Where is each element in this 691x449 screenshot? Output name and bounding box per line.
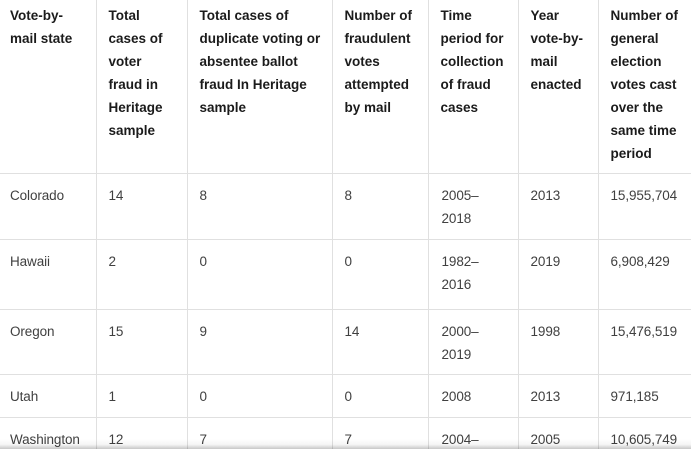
cell-votes-cast: 10,605,749 [597, 417, 691, 449]
cell-total-fraud-cases: 15 [95, 309, 188, 375]
col-header-fraud-votes-by-mail: Number of fraudulent votes attempted by … [331, 0, 429, 174]
cell-total-fraud-cases: 2 [95, 239, 188, 310]
col-header-duplicate-absentee-fraud: Total cases of duplicate voting or absen… [186, 0, 333, 174]
cell-duplicate-absentee-fraud: 7 [186, 417, 333, 449]
cell-year-enacted: 2013 [517, 374, 599, 418]
col-header-votes-cast: Number of general election votes cast ov… [597, 0, 691, 174]
cell-total-fraud-cases: 1 [95, 374, 188, 418]
cell-fraud-votes-by-mail: 14 [331, 309, 429, 375]
cell-year-enacted: 1998 [517, 309, 599, 375]
cell-time-period: 2004– [427, 417, 519, 449]
col-header-time-period: Time period for collection of fraud case… [427, 0, 519, 174]
cell-duplicate-absentee-fraud: 0 [186, 239, 333, 310]
cell-fraud-votes-by-mail: 0 [331, 239, 429, 310]
col-header-vote-by-mail-state: Vote-by-mail state [0, 0, 97, 174]
cell-time-period: 2005–2018 [427, 173, 519, 240]
table-row-hawaii: Hawaii 2 0 0 1982–2016 2019 6,908,429 [0, 239, 691, 310]
cell-duplicate-absentee-fraud: 0 [186, 374, 333, 418]
cell-time-period: 2000–2019 [427, 309, 519, 375]
cell-time-period: 2008 [427, 374, 519, 418]
cell-year-enacted: 2005 [517, 417, 599, 449]
table-row-oregon: Oregon 15 9 14 2000–2019 1998 15,476,519 [0, 309, 691, 375]
table-row-colorado: Colorado 14 8 8 2005–2018 2013 15,955,70… [0, 173, 691, 240]
cell-year-enacted: 2013 [517, 173, 599, 240]
table-row-utah: Utah 1 0 0 2008 2013 971,185 [0, 374, 691, 418]
cell-total-fraud-cases: 14 [95, 173, 188, 240]
cell-state: Colorado [0, 173, 97, 240]
cell-state: Oregon [0, 309, 97, 375]
cell-state: Utah [0, 374, 97, 418]
header-row: Vote-by-mail state Total cases of voter … [0, 0, 691, 174]
cell-total-fraud-cases: 12 [95, 417, 188, 449]
cell-votes-cast: 971,185 [597, 374, 691, 418]
col-header-total-fraud-cases: Total cases of voter fraud in Heritage s… [95, 0, 188, 174]
cell-votes-cast: 15,955,704 [597, 173, 691, 240]
cell-duplicate-absentee-fraud: 9 [186, 309, 333, 375]
cell-time-period: 1982–2016 [427, 239, 519, 310]
cell-year-enacted: 2019 [517, 239, 599, 310]
cell-fraud-votes-by-mail: 8 [331, 173, 429, 240]
cell-state: Hawaii [0, 239, 97, 310]
cell-votes-cast: 15,476,519 [597, 309, 691, 375]
col-header-year-enacted: Year vote-by-mail enacted [517, 0, 599, 174]
cell-votes-cast: 6,908,429 [597, 239, 691, 310]
cell-fraud-votes-by-mail: 0 [331, 374, 429, 418]
table-row-washington: Washington 12 7 7 2004– 2005 10,605,749 [0, 417, 691, 449]
cell-duplicate-absentee-fraud: 8 [186, 173, 333, 240]
cell-state: Washington [0, 417, 97, 449]
cell-fraud-votes-by-mail: 7 [331, 417, 429, 449]
